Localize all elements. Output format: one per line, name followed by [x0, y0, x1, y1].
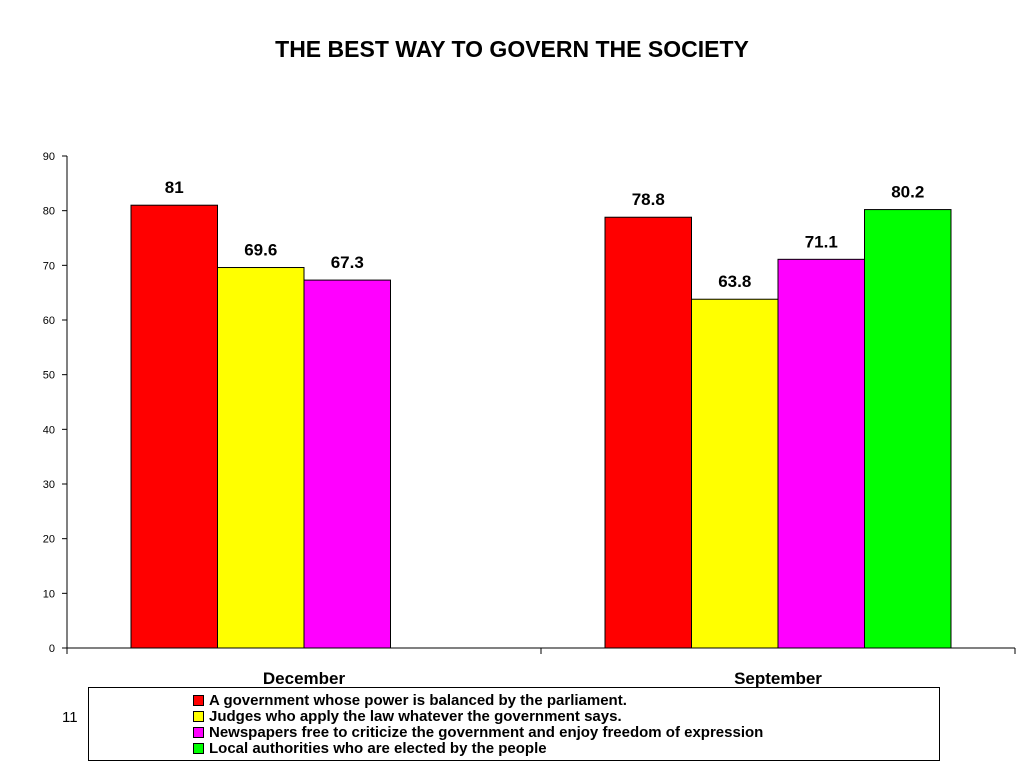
legend-swatch-magenta	[193, 726, 204, 738]
data-label: 69.6	[244, 241, 277, 260]
legend-label: Local authorities who are elected by the…	[209, 739, 547, 757]
bar	[864, 209, 952, 649]
y-tick-label: 90	[43, 151, 55, 163]
y-tick-label: 40	[43, 424, 55, 436]
data-label: 80.2	[891, 183, 924, 202]
legend-item-series-3: Newspapers free to criticize the governm…	[193, 723, 764, 741]
bar	[303, 279, 391, 649]
legend-label: Newspapers free to criticize the governm…	[209, 723, 764, 741]
data-label: 67.3	[331, 253, 364, 272]
legend-label: A government whose power is balanced by …	[209, 691, 627, 709]
y-tick-label: 20	[43, 534, 55, 546]
legend: A government whose power is balanced by …	[88, 687, 940, 761]
x-category-label: September	[734, 669, 822, 688]
legend-item-series-4: Local authorities who are elected by the…	[193, 739, 763, 757]
data-label: 71.1	[805, 232, 838, 251]
bar	[691, 298, 779, 649]
chart-title: THE BEST WAY TO GOVERN THE SOCIETY	[275, 36, 749, 62]
legend-swatch-red	[193, 694, 204, 706]
legend-item-series-1: A government whose power is balanced by …	[193, 691, 763, 709]
y-tick-label: 10	[43, 588, 55, 600]
data-label: 63.8	[718, 272, 751, 291]
bar	[130, 204, 218, 649]
y-tick-label: 30	[43, 479, 55, 491]
legend-swatch-green	[193, 742, 204, 754]
y-tick-label: 60	[43, 315, 55, 327]
x-category-label: December	[263, 669, 346, 688]
y-tick-label: 80	[43, 206, 55, 218]
page-number: 11	[62, 709, 78, 726]
bar	[217, 267, 305, 649]
data-label: 78.8	[632, 190, 665, 209]
y-tick-label: 50	[43, 370, 55, 382]
legend-item-series-2: Judges who apply the law whatever the go…	[193, 707, 763, 725]
bar	[604, 216, 692, 649]
y-tick-label: 70	[43, 260, 55, 272]
bar	[777, 258, 865, 649]
y-tick-label: 0	[49, 643, 55, 655]
data-label: 81	[165, 178, 184, 197]
legend-swatch-yellow	[193, 710, 204, 722]
legend-label: Judges who apply the law whatever the go…	[209, 707, 622, 725]
